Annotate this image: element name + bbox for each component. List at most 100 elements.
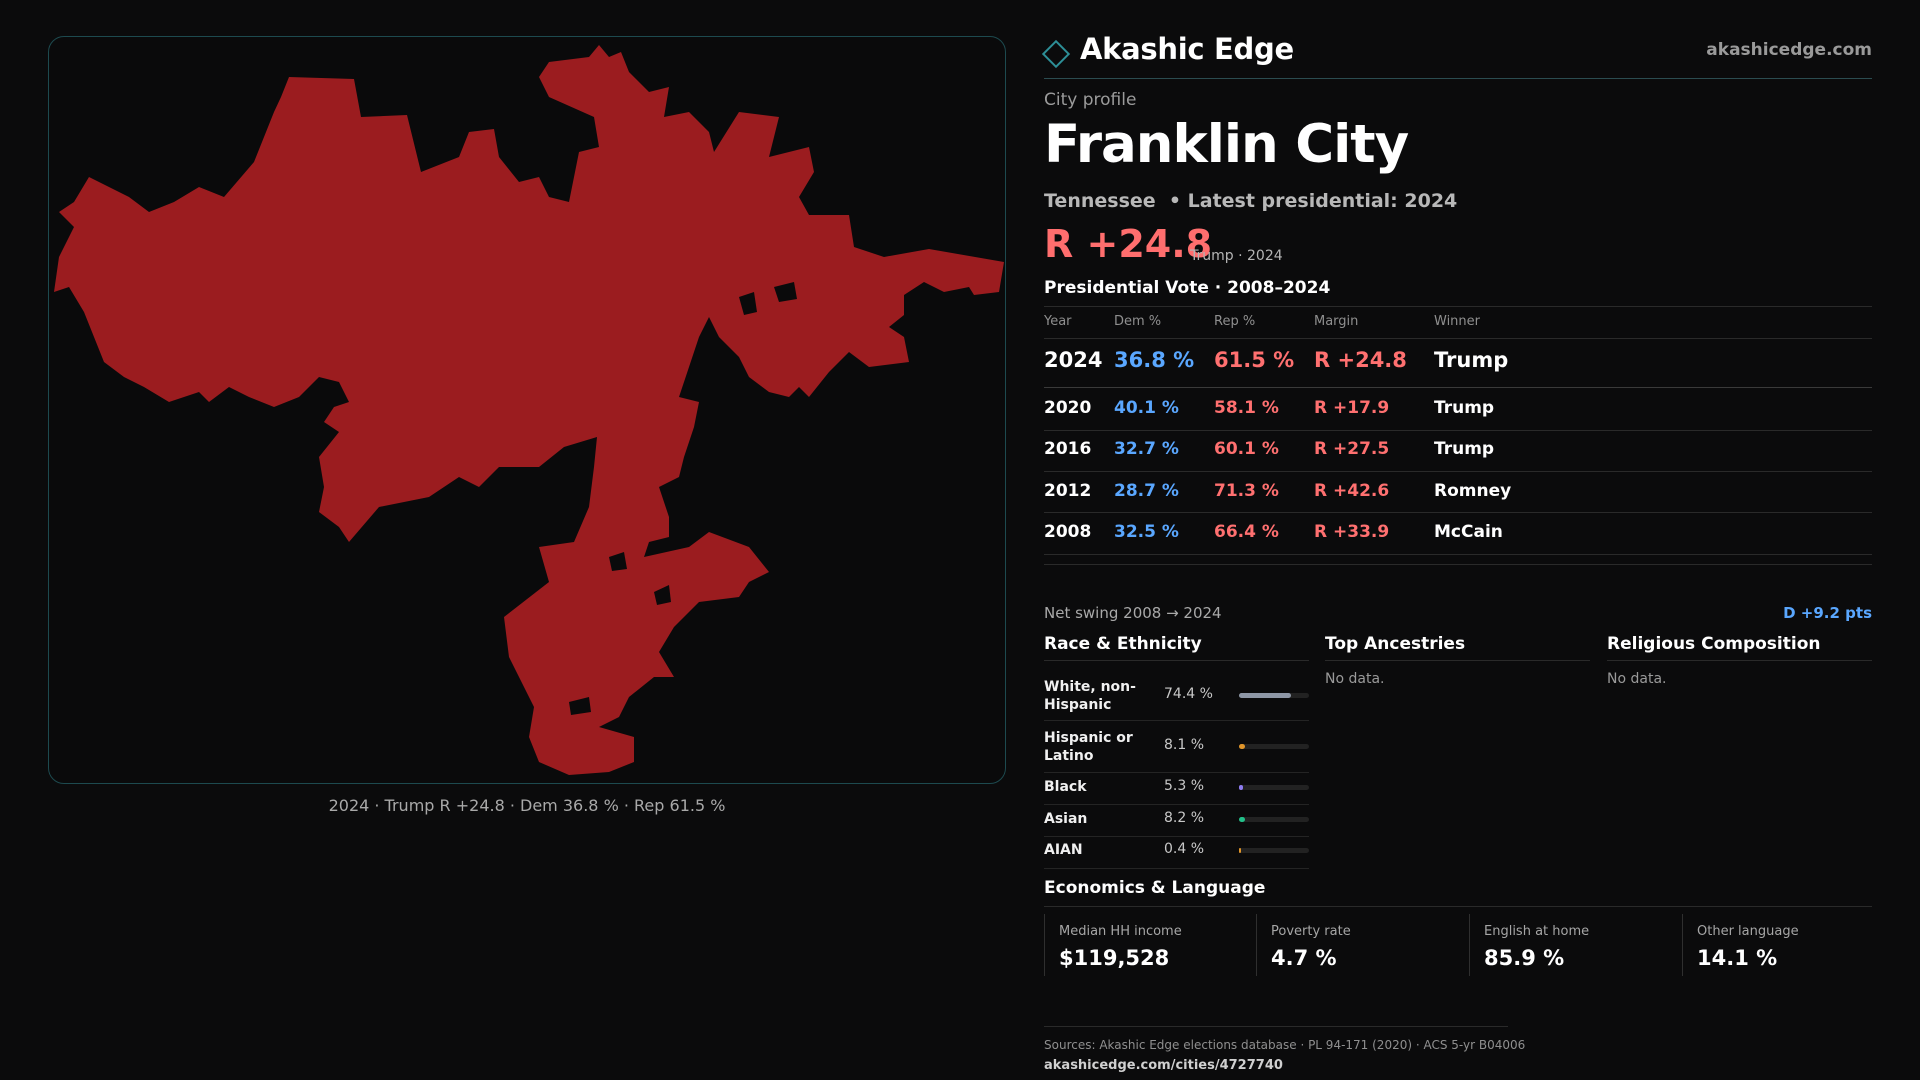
race-row: AIAN 0.4 % [1044, 836, 1309, 869]
race-bar-track [1239, 817, 1309, 822]
stat-label: English at home [1484, 924, 1590, 939]
presidential-vote-title: Presidential Vote · 2008–2024 [1044, 278, 1331, 298]
cell-year: 2016 [1044, 439, 1092, 459]
divider [1044, 338, 1872, 339]
divider [1044, 387, 1872, 388]
race-row: Hispanic or Latino 8.1 % [1044, 720, 1309, 773]
race-label: Hispanic or Latino [1044, 730, 1133, 764]
race-pct: 8.2 % [1164, 810, 1205, 826]
net-swing-label: Net swing 2008 → 2024 [1044, 604, 1222, 622]
stat-value: 14.1 % [1697, 946, 1778, 970]
religion-empty: No data. [1607, 671, 1667, 687]
ancestries-title: Top Ancestries [1325, 634, 1590, 661]
page-eyebrow: City profile [1044, 90, 1137, 110]
cell-winner: Trump [1434, 348, 1509, 372]
city-map-panel[interactable] [48, 36, 1006, 784]
race-bar-fill [1239, 817, 1245, 822]
latest-margin: R +24.8 [1044, 222, 1213, 266]
city-boundary-shape [54, 45, 1004, 775]
net-swing-value: D +9.2 pts [1783, 604, 1872, 622]
stat-median-income: Median HH income $119,528 [1044, 914, 1239, 976]
race-label: White, non- Hispanic [1044, 679, 1136, 713]
cell-dem: 36.8 % [1114, 348, 1195, 372]
stat-label: Median HH income [1059, 924, 1182, 939]
cell-year: 2012 [1044, 481, 1092, 501]
race-bar-fill [1239, 693, 1292, 698]
divider [1044, 471, 1872, 472]
race-bar-fill [1239, 848, 1241, 853]
cell-year: 2008 [1044, 522, 1092, 542]
brand-header: Akashic Edge akashicedge.com [1041, 32, 1872, 79]
cell-winner: Trump [1434, 439, 1495, 459]
city-profile-panel: Akashic Edge akashicedge.com City profil… [1041, 32, 1872, 1073]
religion-title: Religious Composition [1607, 634, 1872, 661]
map-caption: 2024 · Trump R +24.8 · Dem 36.8 % · Rep … [328, 796, 726, 815]
race-label: AIAN [1044, 842, 1083, 858]
brand-site-link[interactable]: akashicedge.com [1706, 40, 1872, 60]
diamond-icon [1041, 39, 1071, 69]
ancestries-section: Top Ancestries No data. [1325, 634, 1590, 687]
cell-rep: 71.3 % [1214, 481, 1279, 501]
city-boundary-map [54, 45, 1004, 775]
cell-rep: 60.1 % [1214, 439, 1279, 459]
stat-label: Poverty rate [1271, 924, 1351, 939]
economics-title: Economics & Language [1044, 878, 1266, 898]
page-title: Franklin City [1044, 114, 1409, 175]
divider [1044, 564, 1872, 565]
page-url-link[interactable]: akashicedge.com/cities/4727740 [1044, 1058, 1283, 1073]
divider [1044, 512, 1872, 513]
race-bar-fill [1239, 785, 1243, 790]
brand-name[interactable]: Akashic Edge [1080, 32, 1294, 66]
stat-poverty-rate: Poverty rate 4.7 % [1256, 914, 1451, 976]
column-header-dem: Dem % [1114, 314, 1162, 329]
stat-value: 4.7 % [1271, 946, 1337, 970]
race-bar-track [1239, 744, 1309, 749]
stat-english-home: English at home 85.9 % [1469, 914, 1664, 976]
cell-rep: 61.5 % [1214, 348, 1295, 372]
race-row: White, non- Hispanic 74.4 % [1044, 668, 1309, 721]
race-bar-track [1239, 693, 1309, 698]
stat-value: 85.9 % [1484, 946, 1565, 970]
cell-dem: 32.5 % [1114, 522, 1179, 542]
cell-margin: R +17.9 [1314, 398, 1390, 418]
race-bar-track [1239, 785, 1309, 790]
cell-winner: Romney [1434, 481, 1512, 501]
cell-winner: McCain [1434, 522, 1503, 542]
cell-winner: Trump [1434, 398, 1495, 418]
cell-dem: 28.7 % [1114, 481, 1179, 501]
divider [1044, 430, 1872, 431]
race-pct: 8.1 % [1164, 737, 1205, 753]
cell-margin: R +24.8 [1314, 348, 1407, 372]
cell-rep: 58.1 % [1214, 398, 1279, 418]
divider [1044, 1026, 1508, 1027]
cell-margin: R +27.5 [1314, 439, 1390, 459]
race-ethnicity-title: Race & Ethnicity [1044, 634, 1309, 661]
stat-label: Other language [1697, 924, 1799, 939]
race-row: Asian 8.2 % [1044, 804, 1309, 837]
cell-year: 2024 [1044, 348, 1103, 372]
race-bar-track [1239, 848, 1309, 853]
race-label: Asian [1044, 811, 1088, 827]
column-header-winner: Winner [1434, 314, 1481, 329]
race-pct: 5.3 % [1164, 778, 1205, 794]
cell-year: 2020 [1044, 398, 1092, 418]
religion-section: Religious Composition No data. [1607, 634, 1872, 687]
column-header-year: Year [1044, 314, 1072, 329]
cell-margin: R +33.9 [1314, 522, 1390, 542]
race-pct: 74.4 % [1164, 686, 1213, 702]
cell-dem: 32.7 % [1114, 439, 1179, 459]
divider [1044, 306, 1872, 307]
column-header-margin: Margin [1314, 314, 1359, 329]
sources-text: Sources: Akashic Edge elections database… [1044, 1038, 1526, 1052]
stat-value: $119,528 [1059, 946, 1170, 970]
race-pct: 0.4 % [1164, 841, 1205, 857]
column-header-rep: Rep % [1214, 314, 1256, 329]
stat-other-language: Other language 14.1 % [1682, 914, 1877, 976]
latest-margin-note: Trump · 2024 [1190, 248, 1283, 264]
race-ethnicity-section: Race & Ethnicity [1044, 634, 1309, 661]
divider [1044, 906, 1872, 907]
race-label: Black [1044, 779, 1087, 795]
page-subtitle: Tennessee • Latest presidential: 2024 [1044, 190, 1458, 212]
cell-dem: 40.1 % [1114, 398, 1179, 418]
divider [1044, 554, 1872, 555]
